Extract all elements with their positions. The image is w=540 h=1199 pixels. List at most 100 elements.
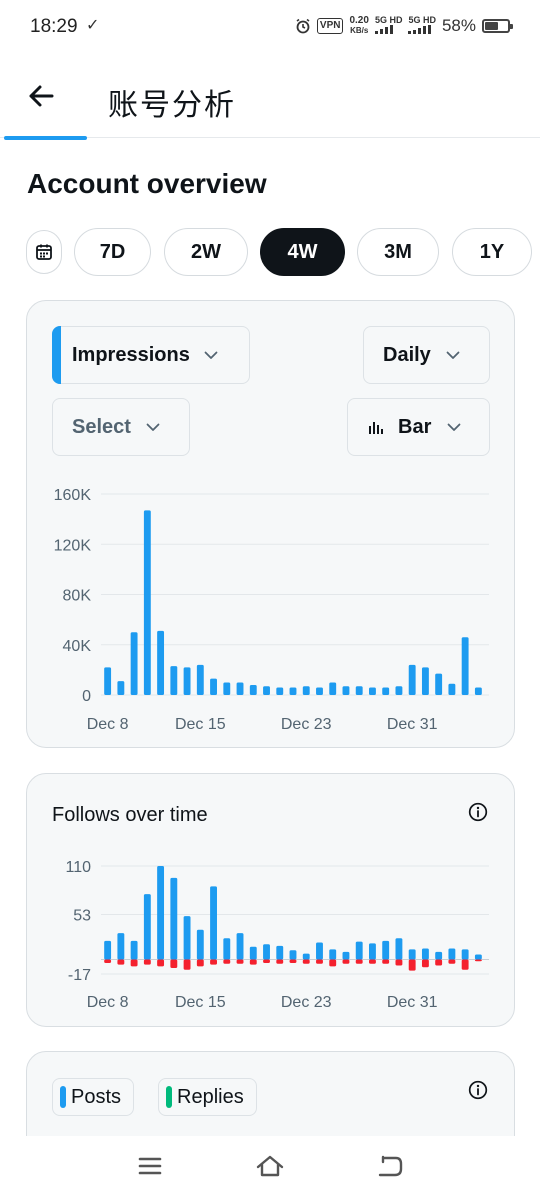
bar <box>263 686 270 695</box>
bar <box>117 933 125 960</box>
legend-chip-replies[interactable]: Replies <box>158 1078 257 1116</box>
bar <box>329 959 337 967</box>
bar <box>170 877 178 960</box>
metric-dropdown[interactable]: Impressions <box>52 326 250 384</box>
legend-label-replies: Replies <box>177 1085 244 1108</box>
menu-icon[interactable] <box>134 1150 166 1182</box>
x-tick-label: Dec 8 <box>87 716 129 733</box>
account-overview-title: Account overview <box>27 168 267 199</box>
header-divider <box>0 137 540 138</box>
bar <box>170 959 178 969</box>
bar <box>421 667 429 695</box>
speed-unit: KB/s <box>350 26 369 35</box>
info-icon[interactable] <box>468 1080 488 1100</box>
home-icon[interactable] <box>254 1150 286 1182</box>
compare-dropdown[interactable]: Select <box>52 398 190 456</box>
replies-swatch <box>166 1086 172 1108</box>
bar <box>448 948 456 960</box>
bar <box>382 940 390 960</box>
calendar-button[interactable] <box>26 230 62 274</box>
y-tick-label: 160K <box>54 487 92 504</box>
back-icon[interactable] <box>374 1150 406 1182</box>
vpn-badge: VPN <box>316 18 344 34</box>
bar <box>329 949 337 960</box>
bar <box>302 953 310 960</box>
bar <box>289 687 297 695</box>
bar <box>474 959 482 962</box>
bar <box>382 959 390 964</box>
bar <box>249 959 257 965</box>
bar <box>263 944 270 960</box>
bar <box>249 684 257 695</box>
bar <box>448 959 456 964</box>
interval-dropdown[interactable]: Daily <box>363 326 490 384</box>
chevron-down-icon <box>447 423 461 431</box>
bar <box>236 959 244 964</box>
bar <box>130 959 138 967</box>
chart-type-dropdown-label: Bar <box>398 415 432 438</box>
bar <box>210 886 217 960</box>
bar <box>210 959 217 965</box>
bar <box>421 948 429 960</box>
bar <box>236 682 244 695</box>
bar <box>408 959 416 971</box>
x-tick-label: Dec 15 <box>175 716 226 733</box>
bar <box>461 959 469 970</box>
interval-dropdown-label: Daily <box>383 343 431 366</box>
bar <box>223 682 231 695</box>
bar <box>421 959 429 968</box>
battery-percent: 58% <box>441 16 476 35</box>
status-bar: 18:29 ✓ VPN 0.20 KB/s 5G HD 5G HD 58% <box>0 0 540 60</box>
battery-fill <box>485 22 498 30</box>
status-time: 18:29 <box>30 16 78 37</box>
y-tick-label: 40K <box>63 638 92 655</box>
y-tick-label: 80K <box>63 588 92 605</box>
bar <box>143 959 151 965</box>
x-tick-label: Dec 15 <box>175 994 226 1011</box>
app-header: 账号分析 <box>0 60 540 140</box>
bar <box>196 929 204 960</box>
legend-chip-posts[interactable]: Posts <box>52 1078 135 1116</box>
x-tick-label: Dec 23 <box>281 716 332 733</box>
network-speed: 0.20 KB/s <box>349 16 368 36</box>
bar <box>117 959 125 965</box>
signal-2-label: 5G HD <box>408 15 436 25</box>
bar <box>104 667 112 695</box>
bar <box>210 678 217 695</box>
range-pill-3m[interactable]: 3M <box>357 228 439 276</box>
bar <box>369 943 376 960</box>
range-pill-7d[interactable]: 7D <box>74 228 151 276</box>
bar <box>223 959 231 964</box>
compare-dropdown-label: Select <box>72 415 131 438</box>
bar <box>104 940 112 960</box>
impressions-card: Impressions Daily Select Bar 160K 120K 80K… <box>26 300 515 748</box>
bar <box>157 630 165 695</box>
bar <box>461 637 469 695</box>
bar <box>143 510 151 695</box>
back-arrow-icon[interactable] <box>26 80 58 112</box>
range-pill-2w[interactable]: 2W <box>164 228 248 276</box>
range-pill-4w[interactable]: 4W <box>260 228 345 276</box>
chart-type-dropdown[interactable]: Bar <box>347 398 490 456</box>
bar <box>342 959 350 964</box>
bar <box>316 687 323 695</box>
bar <box>448 683 456 695</box>
bar <box>196 959 204 967</box>
bar <box>435 959 443 966</box>
legend-label-posts: Posts <box>71 1085 122 1108</box>
info-icon[interactable] <box>468 802 488 822</box>
range-pill-1y[interactable]: 1Y <box>452 228 532 276</box>
y-tick-label: 53 <box>73 907 91 924</box>
bar <box>369 959 376 964</box>
bar <box>170 666 178 695</box>
chevron-down-icon <box>446 351 460 359</box>
bar <box>382 687 390 695</box>
bar <box>316 942 323 960</box>
bar <box>183 959 191 970</box>
page-title: 账号分析 <box>108 89 236 122</box>
bar <box>157 866 165 960</box>
bar <box>196 664 204 695</box>
speed-value: 0.20 <box>349 15 369 26</box>
metric-dropdown-label: Impressions <box>72 343 190 366</box>
signal-bars-icon <box>374 25 393 34</box>
